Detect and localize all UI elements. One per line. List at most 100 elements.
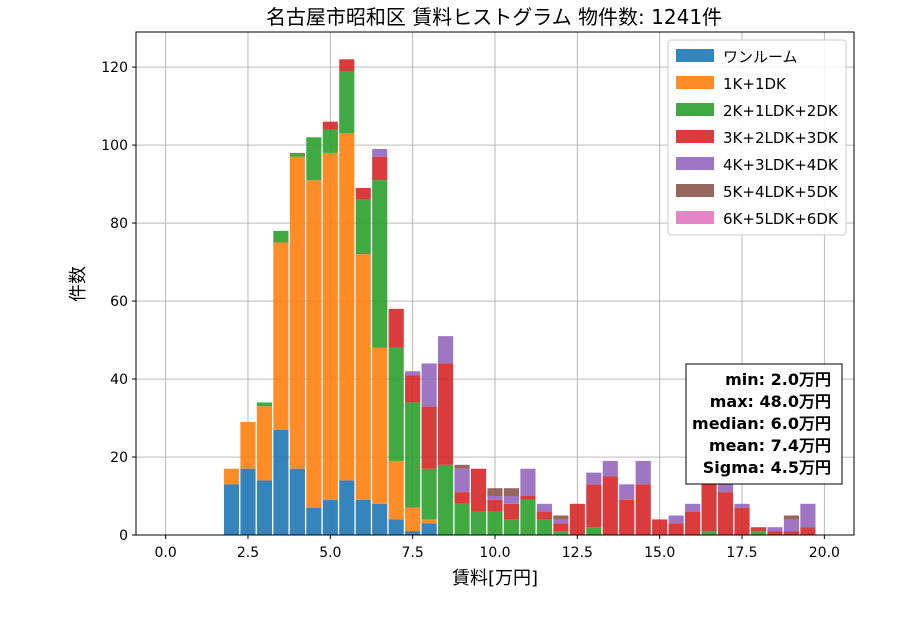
legend-swatch — [676, 103, 714, 116]
bar-segment — [405, 402, 421, 508]
bar-segment — [487, 511, 503, 535]
bar-segment — [734, 507, 750, 535]
bar-segment — [256, 406, 273, 481]
bar-segment — [355, 254, 371, 500]
bar-segment — [289, 156, 305, 469]
bar-segment — [372, 347, 388, 504]
x-tick-label: 20.0 — [809, 545, 840, 561]
bar-segment — [388, 519, 404, 535]
bar-segment — [405, 531, 421, 535]
bar-segment — [783, 531, 799, 535]
bar-segment — [487, 499, 503, 512]
bar-segment — [520, 499, 536, 535]
legend-swatch — [676, 49, 714, 62]
bar-segment — [388, 347, 404, 461]
bar-segment — [619, 499, 635, 535]
bar-segment — [536, 519, 552, 535]
bar-segment — [306, 137, 322, 181]
bar-segment — [289, 152, 305, 157]
x-tick-label: 0.0 — [155, 545, 177, 561]
bar-segment — [586, 527, 602, 535]
x-tick-label: 17.5 — [726, 545, 757, 561]
bar-segment — [767, 531, 783, 535]
bar-segment — [454, 503, 470, 535]
bar-segment — [487, 496, 503, 500]
bar-layer — [223, 59, 816, 535]
bar-segment — [734, 503, 750, 508]
stats-frame — [685, 363, 843, 485]
bar-segment — [240, 468, 256, 535]
bar-segment — [503, 519, 520, 535]
y-tick-label: 40 — [110, 372, 128, 388]
bar-segment — [668, 515, 684, 524]
bar-segment — [503, 488, 520, 497]
bar-segment — [553, 531, 569, 535]
bar-segment — [438, 363, 454, 465]
bar-segment — [355, 199, 371, 255]
bar-segment — [240, 421, 256, 469]
bar-segment — [405, 507, 421, 532]
legend-label: 5K+4LDK+5DK — [723, 183, 839, 201]
bar-segment — [685, 511, 701, 535]
bar-segment — [553, 523, 569, 532]
bar-segment — [520, 496, 536, 500]
stats-line: min: 2.0万円 — [725, 370, 831, 389]
bar-segment — [322, 121, 338, 130]
bar-segment — [536, 503, 552, 512]
bar-segment — [256, 480, 273, 535]
bar-segment — [223, 468, 240, 485]
x-axis-label: 賃料[万円] — [452, 568, 538, 589]
bar-segment — [586, 472, 602, 485]
legend-swatch — [676, 76, 714, 89]
bar-segment — [339, 480, 355, 535]
bar-segment — [470, 468, 487, 512]
bar-segment — [800, 527, 816, 535]
y-tick-label: 120 — [101, 60, 128, 76]
bar-segment — [520, 468, 536, 497]
bar-segment — [355, 187, 371, 200]
bar-segment — [339, 133, 355, 481]
stats-line: mean: 7.4万円 — [709, 436, 831, 455]
bar-segment — [273, 429, 289, 535]
bar-segment — [372, 156, 388, 181]
y-tick-label: 60 — [110, 294, 128, 310]
bar-segment — [421, 468, 437, 520]
legend-label: 4K+3LDK+4DK — [723, 156, 839, 174]
bar-segment — [256, 402, 273, 407]
bar-segment — [339, 59, 355, 71]
x-tick-label: 7.5 — [402, 545, 424, 561]
legend-label: ワンルーム — [723, 48, 798, 66]
bar-segment — [421, 406, 437, 469]
legend-label: 6K+5LDK+6DK — [723, 210, 839, 228]
bar-segment — [421, 523, 437, 535]
bar-segment — [652, 519, 668, 535]
y-tick-label: 100 — [101, 138, 128, 154]
y-tick-label: 80 — [110, 216, 128, 232]
bar-segment — [569, 503, 585, 535]
bar-segment — [503, 503, 520, 520]
bar-segment — [619, 484, 635, 500]
x-tick-label: 15.0 — [644, 545, 675, 561]
bar-segment — [783, 515, 799, 520]
bar-segment — [454, 468, 470, 493]
bar-segment — [503, 496, 520, 504]
x-tick-label: 10.0 — [479, 545, 510, 561]
bar-segment — [668, 523, 684, 535]
bar-segment — [322, 152, 338, 500]
bar-segment — [750, 531, 767, 535]
stats-line: median: 6.0万円 — [692, 414, 831, 433]
legend-label: 3K+2LDK+3DK — [723, 129, 839, 147]
y-tick-label: 20 — [110, 450, 128, 466]
tick-layer: 0.0 2.5 5.0 7.5 10.0 12.5 15.0 17.5 20.0 0 20 40 60 8… — [101, 60, 840, 561]
x-tick-label: 2.5 — [237, 545, 259, 561]
bar-segment — [717, 484, 734, 493]
stats-box: min: 2.0万円 max: 48.0万円 median: 6.0万円 mean: … — [685, 363, 843, 485]
bar-segment — [372, 180, 388, 348]
bar-segment — [454, 492, 470, 504]
bar-segment — [273, 242, 289, 430]
bar-segment — [717, 492, 734, 535]
y-axis-label: 件数 — [68, 266, 89, 302]
bar-segment — [553, 515, 569, 520]
